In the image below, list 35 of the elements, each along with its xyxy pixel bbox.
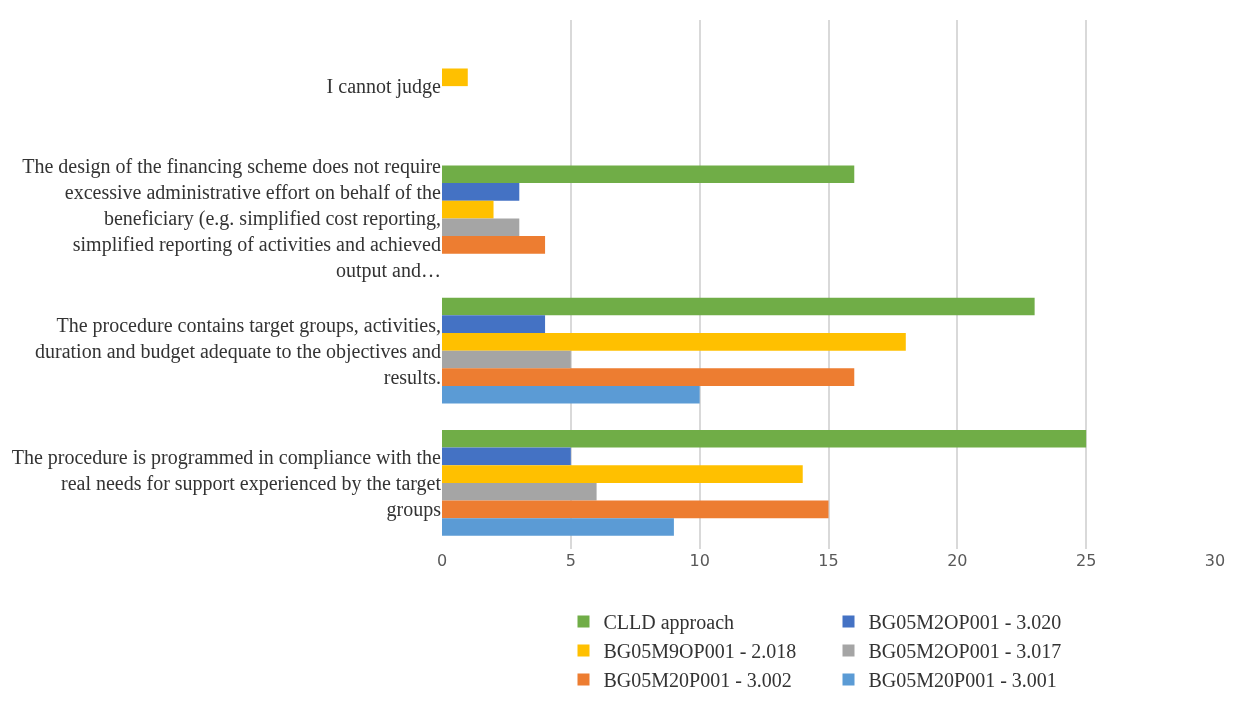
bar [442, 332, 906, 351]
legend-label: BG05M2OP001 - 3.017 [868, 640, 1062, 663]
x-tick-label: 30 [1204, 551, 1226, 570]
x-tick-label: 25 [1075, 551, 1097, 570]
bar [442, 350, 571, 369]
bar [442, 68, 468, 87]
legend-label: BG05M20P001 - 3.001 [868, 669, 1057, 692]
bar [442, 482, 597, 501]
bar [442, 429, 1087, 448]
bar [442, 218, 520, 237]
y-tick-label: The procedure is programmed in compliance with the real needs for support experienced by the target groups [11, 445, 442, 521]
legend-label: BG05M2OP001 - 3.020 [868, 611, 1062, 634]
bar [442, 236, 546, 254]
x-tick-label: 20 [947, 551, 968, 570]
bar [442, 385, 700, 404]
bar [442, 465, 803, 483]
legend-label: BG05M9OP001 - 2.018 [603, 640, 797, 663]
legend-label: CLLD approach [603, 611, 735, 635]
x-tick-label: 10 [689, 551, 710, 570]
x-tick-label: 15 [818, 551, 839, 570]
x-tick-label: 0 [436, 551, 448, 570]
y-tick-label: I cannot judge [326, 75, 442, 99]
x-tick-label: 5 [565, 551, 576, 570]
y-tick-label: The design of the financing scheme does not require excessive administrative effort on behalf of the beneficiary (e.g. simplified cost reporting, simplified reporting of activities and achieved output and… [22, 155, 442, 283]
bar [442, 368, 855, 386]
bar [442, 447, 571, 466]
bar [442, 183, 520, 201]
bar [442, 200, 494, 219]
bar [442, 518, 674, 536]
bar [442, 297, 1035, 316]
y-tick-label: The procedure contains target groups, activities, duration and budget adequate to the objectives and results. [35, 313, 441, 388]
legend-label: BG05M20P001 - 3.002 [603, 669, 792, 692]
bar [442, 500, 829, 519]
bar [442, 165, 855, 184]
bar [442, 315, 546, 333]
